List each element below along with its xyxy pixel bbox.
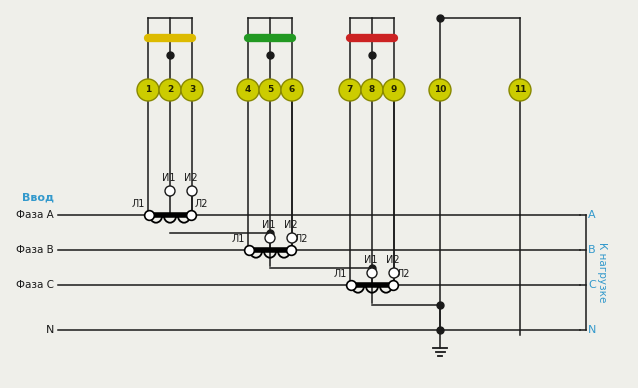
Circle shape [181, 79, 203, 101]
Circle shape [159, 79, 181, 101]
Text: N: N [46, 325, 54, 335]
Text: Фаза С: Фаза С [16, 280, 54, 290]
Text: 10: 10 [434, 85, 446, 95]
Circle shape [361, 79, 383, 101]
Text: А: А [588, 210, 596, 220]
Text: И2: И2 [284, 220, 298, 230]
Circle shape [165, 186, 175, 196]
Circle shape [187, 186, 197, 196]
Text: С: С [588, 280, 596, 290]
Text: Л1: Л1 [131, 199, 145, 209]
Text: 2: 2 [167, 85, 173, 95]
Text: И1: И1 [364, 255, 378, 265]
Text: Л1: Л1 [232, 234, 245, 244]
Circle shape [281, 79, 303, 101]
Text: Ввод: Ввод [22, 192, 54, 202]
Circle shape [259, 79, 281, 101]
Circle shape [137, 79, 159, 101]
Text: 6: 6 [289, 85, 295, 95]
Text: Фаза А: Фаза А [16, 210, 54, 220]
Text: 9: 9 [391, 85, 397, 95]
Text: И1: И1 [162, 173, 175, 183]
Text: 11: 11 [514, 85, 526, 95]
Text: Л2: Л2 [295, 234, 309, 244]
Text: N: N [588, 325, 597, 335]
Circle shape [287, 233, 297, 243]
Text: 1: 1 [145, 85, 151, 95]
Text: 3: 3 [189, 85, 195, 95]
Text: 7: 7 [347, 85, 353, 95]
Text: 4: 4 [245, 85, 251, 95]
Text: И2: И2 [386, 255, 400, 265]
Text: В: В [588, 245, 596, 255]
Text: 8: 8 [369, 85, 375, 95]
Text: К нагрузке: К нагрузке [597, 242, 607, 302]
Text: Л2: Л2 [195, 199, 209, 209]
Circle shape [429, 79, 451, 101]
Text: И2: И2 [184, 173, 198, 183]
Circle shape [367, 268, 377, 278]
Text: Л1: Л1 [334, 269, 347, 279]
Circle shape [383, 79, 405, 101]
Text: И1: И1 [262, 220, 276, 230]
Text: Фаза В: Фаза В [16, 245, 54, 255]
Circle shape [265, 233, 275, 243]
Text: 5: 5 [267, 85, 273, 95]
Circle shape [339, 79, 361, 101]
Circle shape [509, 79, 531, 101]
Circle shape [389, 268, 399, 278]
Circle shape [237, 79, 259, 101]
Text: Л2: Л2 [397, 269, 410, 279]
